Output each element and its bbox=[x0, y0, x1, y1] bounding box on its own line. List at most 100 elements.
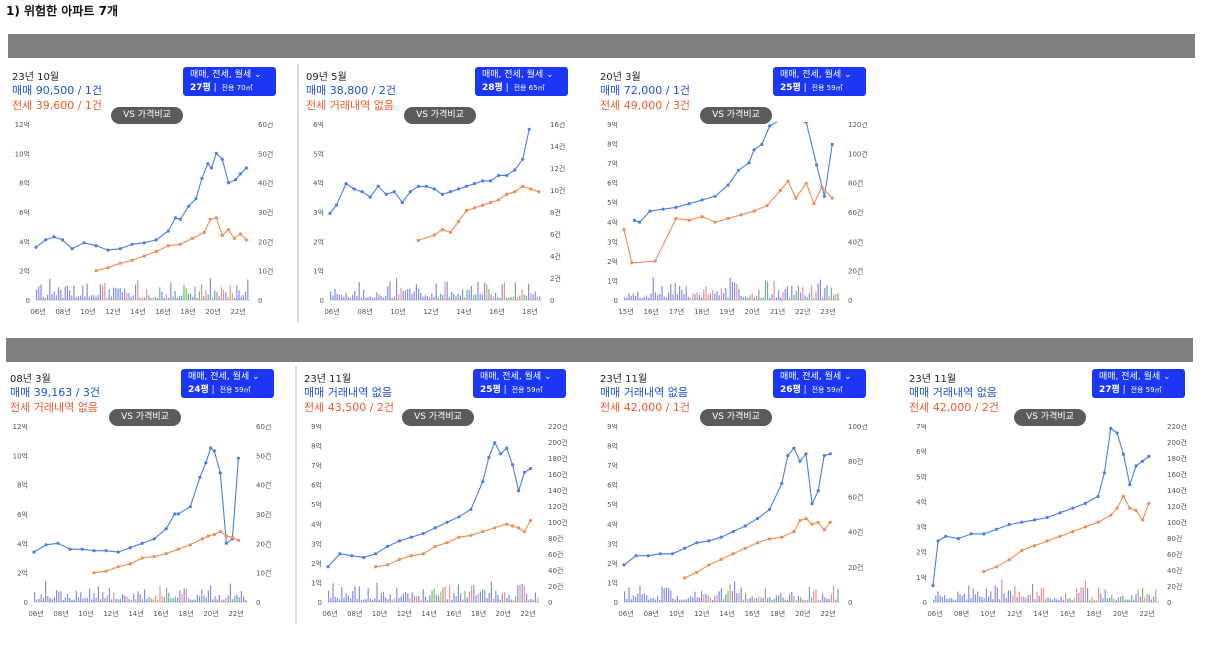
vs-compare-button[interactable]: VS 가격비교 bbox=[109, 409, 181, 426]
volume-bar bbox=[723, 293, 725, 300]
exclusive-area: 전용 59㎡ bbox=[219, 386, 251, 394]
deal-type-dropdown[interactable]: 매매, 전세, 월세 ⌄ 24평 | 전용 59㎡ bbox=[181, 369, 274, 398]
volume-bar bbox=[236, 285, 238, 300]
vs-compare-button[interactable]: VS 가격비교 bbox=[1014, 409, 1086, 426]
x-tick-label: 20년 bbox=[203, 609, 218, 618]
volume-bar bbox=[376, 582, 378, 602]
sale-price-point bbox=[969, 532, 973, 536]
volume-bar bbox=[435, 594, 437, 602]
rent-price-point bbox=[1058, 534, 1062, 538]
y-tick-label: 4억 bbox=[17, 540, 28, 548]
sale-price-point bbox=[661, 207, 665, 211]
sale-price-point bbox=[956, 537, 960, 541]
volume-bar bbox=[420, 599, 422, 602]
sale-price-point bbox=[80, 547, 84, 551]
vs-compare-button[interactable]: VS 가격비교 bbox=[111, 107, 183, 124]
volume-bar bbox=[1038, 595, 1040, 602]
sale-price-point bbox=[1033, 518, 1037, 522]
sale-price-point bbox=[1020, 520, 1024, 524]
vs-compare-button[interactable]: VS 가격비교 bbox=[404, 107, 476, 124]
dropdown-label: 매매, 전세, 월세 bbox=[1099, 372, 1161, 382]
deal-type-dropdown[interactable]: 매매, 전세, 월세 ⌄ 25평 | 전용 59㎡ bbox=[773, 67, 866, 96]
volume-bar bbox=[972, 588, 974, 602]
volume-bar bbox=[442, 295, 444, 300]
volume-bar bbox=[203, 595, 205, 602]
volume-bar bbox=[102, 284, 104, 300]
volume-bar bbox=[482, 589, 484, 602]
rent-price-point bbox=[238, 232, 242, 236]
deal-type-dropdown[interactable]: 매매, 전세, 월세 ⌄ 27평 | 전용 59㎡ bbox=[1092, 369, 1185, 398]
volume-bar bbox=[479, 591, 481, 602]
volume-bar bbox=[137, 279, 139, 300]
volume-bar bbox=[1080, 587, 1082, 602]
sale-price-point bbox=[376, 184, 380, 188]
volume-bar bbox=[141, 297, 143, 300]
y2-tick-label: 140건 bbox=[1167, 486, 1187, 495]
x-tick-label: 06년 bbox=[618, 609, 633, 618]
deal-type-dropdown[interactable]: 매매, 전세, 월세 ⌄ 26평 | 전용 59㎡ bbox=[773, 369, 866, 398]
volume-bar bbox=[501, 284, 503, 300]
rent-price-point bbox=[719, 557, 723, 561]
volume-bar bbox=[358, 282, 360, 300]
y-tick-label: 4억 bbox=[19, 238, 30, 246]
sale-price-point bbox=[511, 463, 515, 467]
volume-bar bbox=[385, 295, 387, 300]
volume-bar bbox=[108, 289, 110, 300]
y2-tick-label: 60건 bbox=[1167, 550, 1182, 559]
vs-compare-button[interactable]: VS 가격비교 bbox=[700, 107, 772, 124]
deal-type-dropdown[interactable]: 매매, 전세, 월세 ⌄ 28평 | 전용 65㎡ bbox=[475, 67, 568, 96]
y2-tick-label: 20건 bbox=[848, 563, 863, 572]
x-tick-label: 18년 bbox=[471, 609, 486, 618]
volume-bar bbox=[367, 588, 369, 602]
volume-bar bbox=[837, 588, 839, 602]
volume-bar bbox=[229, 284, 231, 300]
x-tick-label: 22년 bbox=[1139, 609, 1154, 618]
y-tick-label: 4억 bbox=[607, 219, 618, 227]
y2-tick-label: 6건 bbox=[550, 230, 561, 239]
apartment-card: 23년 11월 매매 거래내역 없음 전세 43,500 / 2건 매매, 전세, 월… bbox=[300, 368, 576, 626]
y-tick-label: 1억 bbox=[311, 579, 322, 587]
volume-bar bbox=[530, 292, 532, 300]
sale-price-point bbox=[822, 194, 826, 198]
deal-type-dropdown[interactable]: 매매, 전세, 월세 ⌄ 25평 | 전용 59㎡ bbox=[473, 369, 566, 398]
y2-tick-label: 80건 bbox=[848, 179, 863, 188]
vs-compare-button[interactable]: VS 가격비교 bbox=[402, 409, 474, 426]
volume-bar bbox=[778, 290, 780, 300]
volume-bar bbox=[665, 587, 667, 602]
volume-bar bbox=[95, 597, 97, 602]
deal-type-dropdown[interactable]: 매매, 전세, 월세 ⌄ 27평 | 전용 70㎡ bbox=[183, 67, 276, 96]
volume-bar bbox=[69, 290, 71, 300]
volume-bar bbox=[1113, 598, 1115, 602]
volume-bar bbox=[530, 598, 532, 602]
volume-bar bbox=[771, 599, 773, 602]
dropdown-label: 매매, 전세, 월세 bbox=[190, 70, 252, 80]
exclusive-area: 전용 59㎡ bbox=[811, 84, 843, 92]
volume-bar bbox=[86, 598, 88, 602]
volume-bar bbox=[762, 598, 764, 602]
volume-bar bbox=[457, 584, 459, 602]
rent-price-point bbox=[683, 576, 687, 580]
volume-bar bbox=[234, 595, 236, 602]
volume-bar bbox=[1150, 599, 1152, 602]
volume-bar bbox=[225, 597, 227, 602]
volume-bar bbox=[694, 591, 696, 602]
sale-price-point bbox=[350, 554, 354, 558]
volume-bar bbox=[1109, 597, 1111, 602]
volume-bar bbox=[725, 594, 727, 602]
divider: | bbox=[500, 385, 510, 395]
vs-compare-button[interactable]: VS 가격비교 bbox=[700, 409, 772, 426]
y2-tick-label: 180건 bbox=[548, 454, 568, 463]
size-row: 27평 | 전용 59㎡ bbox=[1099, 384, 1185, 397]
sale-price-point bbox=[92, 549, 96, 553]
y2-tick-label: 180건 bbox=[1167, 454, 1187, 463]
sale-price-point bbox=[780, 481, 784, 485]
volume-bar bbox=[93, 592, 95, 602]
volume-bar bbox=[67, 594, 69, 602]
volume-bar bbox=[712, 599, 714, 602]
volume-bar bbox=[503, 282, 505, 300]
volume-bar bbox=[707, 595, 709, 602]
y2-tick-label: 20건 bbox=[1167, 582, 1182, 591]
sale-price-point bbox=[472, 182, 477, 186]
x-tick-label: 08년 bbox=[53, 609, 68, 618]
